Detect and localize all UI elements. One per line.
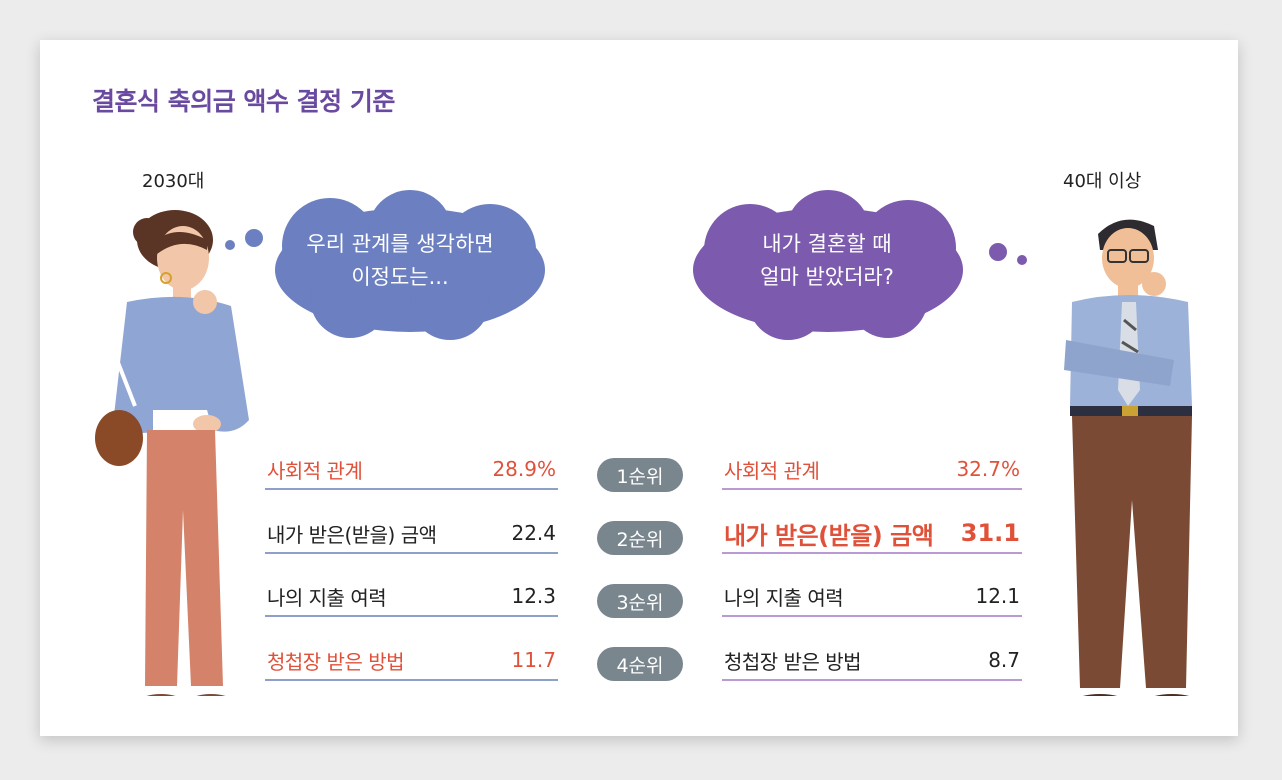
row-label: 나의 지출 여력 [267,585,387,610]
thought-line-1: 우리 관계를 생각하면 [306,232,494,256]
row-label: 청첩장 받은 방법 [267,649,405,674]
row-left-1: 사회적 관계 28.9% [265,450,558,490]
row-value: 22.4 [511,521,556,545]
rank-badge-1: 1순위 [597,458,683,492]
row-right-3: 나의 지출 여력 12.1 [722,577,1022,617]
row-label: 사회적 관계 [267,458,363,483]
row-label: 내가 받은(받을) 금액 [724,521,934,550]
row-value: 11.7 [511,648,556,672]
row-right-2: 내가 받은(받을) 금액 31.1 [722,514,1022,554]
rank-badge-3: 3순위 [597,584,683,618]
row-right-1: 사회적 관계 32.7% [722,450,1022,490]
group-label-40plus: 40대 이상 [1063,171,1142,192]
thought-bubble-left [225,190,545,340]
row-label: 내가 받은(받을) 금액 [267,522,437,547]
woman-illustration [95,210,249,696]
row-value: 32.7% [956,457,1020,481]
row-value: 31.1 [960,519,1020,547]
thought-text-left: 우리 관계를 생각하면 이정도는... [270,228,530,294]
row-right-4: 청첩장 받은 방법 8.7 [722,641,1022,681]
thought-line-2: 얼마 받았더라? [760,265,894,289]
thought-line-2: 이정도는... [351,265,449,289]
page-title: 결혼식 축의금 액수 결정 기준 [92,87,395,116]
row-label: 사회적 관계 [724,458,820,483]
row-value: 28.9% [492,457,556,481]
row-value: 12.3 [511,584,556,608]
row-left-3: 나의 지출 여력 12.3 [265,577,558,617]
man-illustration [1064,219,1192,696]
row-label: 청첩장 받은 방법 [724,649,862,674]
row-left-2: 내가 받은(받을) 금액 22.4 [265,514,558,554]
infographic-card: 결혼식 축의금 액수 결정 기준 2030대 40대 이상 [40,40,1238,736]
thought-line-1: 내가 결혼할 때 [762,232,892,256]
row-label: 나의 지출 여력 [724,585,844,610]
row-value: 12.1 [975,584,1020,608]
thought-bubble-right [693,190,1027,340]
rank-badge-2: 2순위 [597,521,683,555]
rank-badge-4: 4순위 [597,647,683,681]
thought-text-right: 내가 결혼할 때 얼마 받았더라? [697,228,957,294]
row-left-4: 청첩장 받은 방법 11.7 [265,641,558,681]
row-value: 8.7 [988,648,1020,672]
group-label-2030: 2030대 [142,171,205,192]
